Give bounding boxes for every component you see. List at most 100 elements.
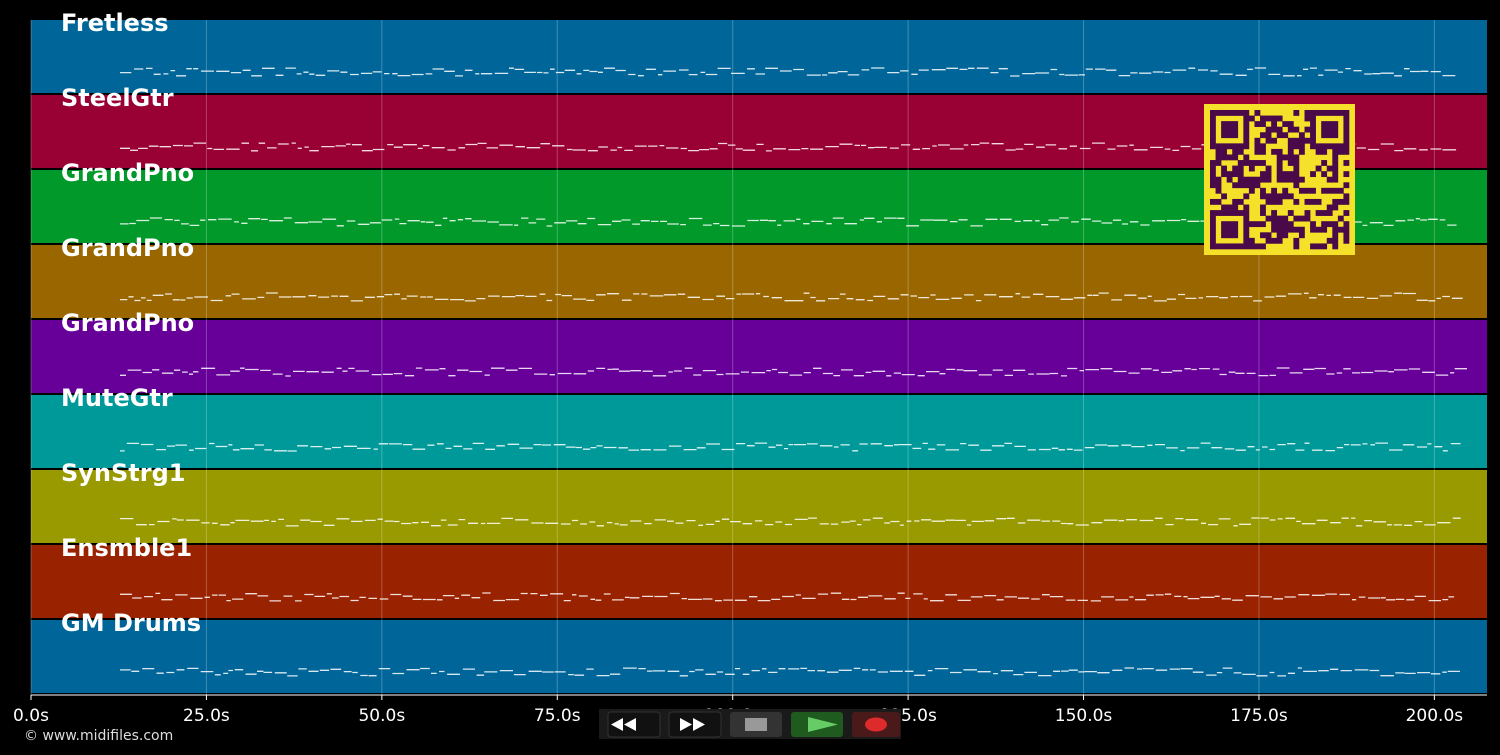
record-button[interactable]	[852, 712, 900, 737]
qr-cell	[1237, 198, 1244, 205]
qr-cell	[1287, 121, 1294, 127]
qr-cell	[1310, 110, 1316, 116]
qr-cell	[1310, 198, 1316, 205]
qr-cell	[1293, 226, 1300, 233]
qr-cell	[1321, 143, 1328, 150]
qr-cell	[1210, 182, 1216, 189]
qr-cell	[1276, 165, 1283, 172]
qr-cell	[1276, 232, 1283, 239]
qr-cell	[1287, 160, 1294, 166]
qr-cell	[1260, 148, 1266, 155]
qr-cell	[1248, 237, 1255, 244]
play-button[interactable]	[791, 712, 843, 737]
qr-cell	[1210, 121, 1216, 127]
qr-cell	[1293, 143, 1300, 150]
qr-cell	[1276, 126, 1283, 133]
qr-cell	[1287, 137, 1294, 144]
qr-cell	[1326, 221, 1333, 228]
qr-cell	[1332, 221, 1339, 228]
qr-cell	[1287, 171, 1294, 178]
qr-cell	[1321, 110, 1328, 116]
qr-cell	[1276, 226, 1283, 233]
stop-button[interactable]	[730, 712, 782, 737]
qr-cell	[1282, 171, 1289, 178]
qr-cell	[1321, 187, 1328, 194]
qr-cell	[1343, 232, 1350, 239]
qr-cell	[1310, 132, 1316, 139]
qr-cell	[1337, 187, 1344, 194]
qr-cell	[1332, 121, 1339, 127]
qr-cell	[1298, 226, 1305, 233]
qr-cell	[1232, 226, 1239, 233]
qr-cell	[1254, 121, 1261, 127]
qr-cell	[1315, 143, 1322, 150]
qr-cell	[1293, 171, 1300, 178]
qr-cell	[1215, 243, 1222, 250]
qr-cell	[1226, 126, 1233, 133]
qr-cell	[1254, 176, 1261, 183]
qr-cell	[1210, 226, 1216, 233]
qr-cell	[1271, 215, 1278, 222]
note-pattern	[120, 67, 1456, 77]
qr-cell	[1243, 210, 1250, 216]
qr-cell	[1260, 232, 1266, 239]
track-label: GrandPno	[61, 234, 194, 262]
qr-cell	[1321, 221, 1328, 228]
qr-cell	[1226, 243, 1233, 250]
qr-cell	[1343, 121, 1350, 127]
qr-cell	[1276, 237, 1283, 244]
qr-cell	[1265, 132, 1272, 139]
qr-cell	[1221, 132, 1227, 139]
qr-cell	[1260, 210, 1266, 216]
qr-cell	[1310, 243, 1316, 250]
qr-cell	[1226, 176, 1233, 183]
qr-cell	[1326, 176, 1333, 183]
qr-cell	[1226, 221, 1233, 228]
qr-cell	[1298, 187, 1305, 194]
qr-cell	[1221, 221, 1227, 228]
forward-button[interactable]	[668, 711, 722, 738]
qr-cell	[1254, 143, 1261, 150]
qr-cell	[1332, 165, 1339, 172]
qr-cell	[1260, 243, 1266, 250]
qr-cell	[1326, 237, 1333, 244]
track-label: GM Drums	[61, 609, 201, 637]
qr-cell	[1243, 110, 1250, 116]
qr-cell	[1243, 137, 1250, 144]
qr-cell	[1332, 126, 1339, 133]
qr-cell	[1337, 226, 1344, 233]
qr-cell	[1315, 148, 1322, 155]
qr-cell	[1282, 154, 1289, 161]
qr-cell	[1226, 121, 1233, 127]
qr-cell	[1276, 198, 1283, 205]
qr-cell	[1282, 176, 1289, 183]
qr-cell	[1321, 132, 1328, 139]
qr-cell	[1210, 171, 1216, 178]
qr-cell	[1260, 204, 1266, 211]
qr-cell	[1337, 148, 1344, 155]
rewind-button[interactable]	[607, 711, 661, 738]
qr-cell	[1232, 143, 1239, 150]
qr-cell	[1221, 143, 1227, 150]
qr-cell	[1215, 143, 1222, 150]
qr-cell	[1226, 110, 1233, 116]
qr-cell	[1282, 226, 1289, 233]
qr-cell	[1315, 243, 1322, 250]
qr-cell	[1343, 160, 1350, 166]
tick-label: 50.0s	[358, 706, 405, 726]
qr-cell	[1232, 171, 1239, 178]
qr-cell	[1248, 160, 1255, 166]
qr-cell	[1282, 121, 1289, 127]
qr-cell	[1271, 221, 1278, 228]
transport-controls	[599, 709, 901, 739]
qr-cell	[1326, 110, 1333, 116]
qr-cell	[1343, 221, 1350, 228]
qr-cell	[1298, 143, 1305, 150]
qr-cell	[1321, 243, 1328, 250]
qr-cell	[1293, 198, 1300, 205]
qr-cell	[1243, 143, 1250, 150]
qr-cell	[1321, 148, 1328, 155]
qr-cell	[1298, 132, 1305, 139]
qr-cell	[1226, 132, 1233, 139]
qr-cell	[1310, 115, 1316, 122]
